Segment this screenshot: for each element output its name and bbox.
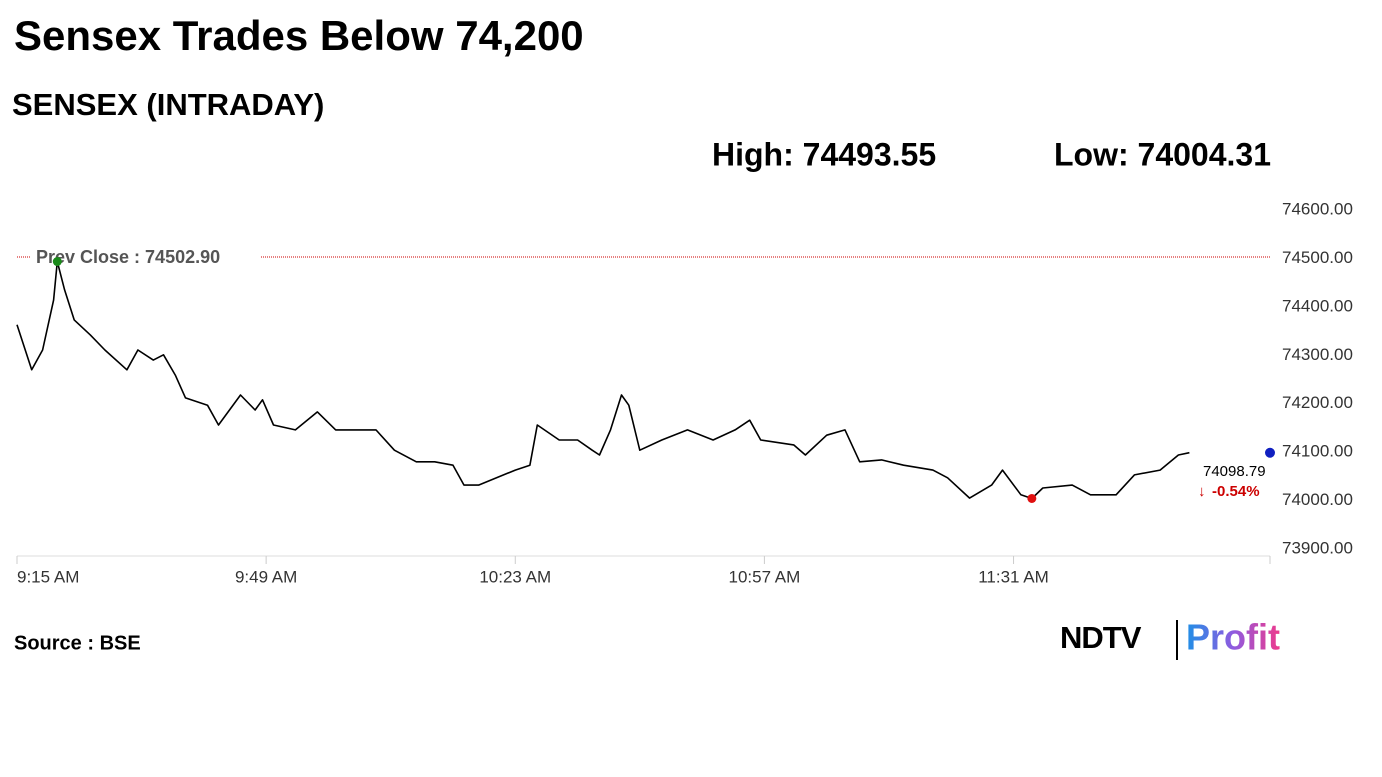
- change-label: -0.54%: [1212, 483, 1260, 500]
- y-tick-label: 74200.00: [1282, 393, 1353, 412]
- chart-title: Sensex Trades Below 74,200: [14, 12, 584, 59]
- chart-subtitle: SENSEX (INTRADAY): [12, 87, 324, 122]
- last-marker: [1265, 447, 1275, 458]
- prev-close-label: Prev Close : 74502.90: [36, 247, 220, 267]
- y-tick-label: 74100.00: [1282, 442, 1353, 461]
- x-tick-label: 10:57 AM: [728, 567, 800, 586]
- y-tick-label: 74300.00: [1282, 345, 1353, 364]
- x-tick-label: 10:23 AM: [479, 567, 551, 586]
- logo-right: Profit: [1186, 617, 1280, 658]
- x-tick-label: 9:15 AM: [17, 567, 79, 586]
- high-marker: [52, 257, 62, 267]
- y-tick-label: 73900.00: [1282, 538, 1353, 557]
- source: Source : BSE: [14, 632, 141, 654]
- y-tick-label: 74400.00: [1282, 296, 1353, 315]
- x-tick-label: 9:49 AM: [235, 567, 297, 586]
- low-label: Low: 74004.31: [1054, 136, 1271, 172]
- y-tick-label: 74000.00: [1282, 490, 1353, 509]
- low-marker: [1027, 493, 1037, 503]
- prev-close-bg: [30, 246, 260, 269]
- x-tick-label: 11:31 AM: [978, 567, 1049, 586]
- high-label: High: 74493.55: [712, 136, 936, 172]
- y-tick-label: 74600.00: [1282, 199, 1353, 218]
- change-arrow: ↓: [1198, 483, 1206, 500]
- last-value-label: 74098.79: [1203, 463, 1266, 480]
- y-tick-label: 74500.00: [1282, 248, 1353, 267]
- logo-left: NDTV: [1060, 620, 1142, 655]
- price-line: [16, 260, 1190, 500]
